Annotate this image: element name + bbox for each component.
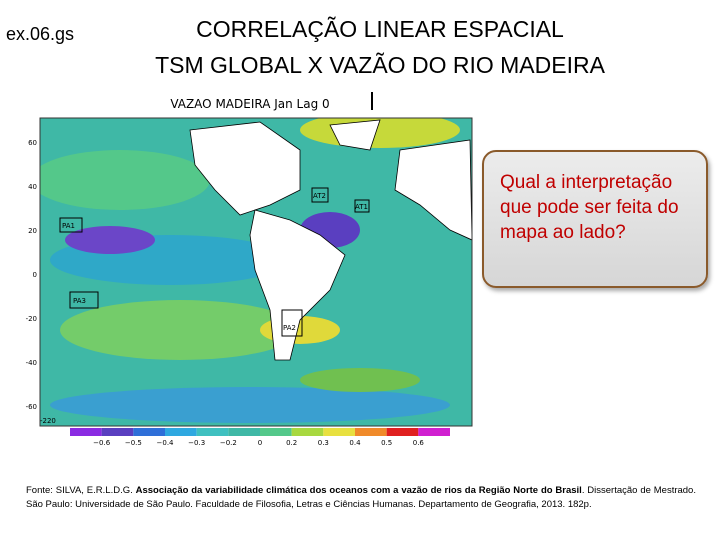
colorbar-label: 0.5 (381, 439, 392, 447)
lat-axis: 60 40 20 0 -20 -40 -60 (26, 139, 37, 411)
colorbar-swatch (386, 428, 419, 436)
lat-label: 60 (28, 139, 37, 147)
colorbar-label: −0.5 (125, 439, 142, 447)
colorbar-swatch (101, 428, 134, 436)
colorbar-swatch (133, 428, 165, 436)
colorbar-swatch (260, 428, 292, 436)
region-label: PA2 (283, 324, 296, 332)
colorbar: −0.6 −0.5 −0.4 −0.3 −0.2 0 0.2 0.3 0.4 0.5 0.6 (70, 428, 450, 447)
colorbar-label: 0.6 (413, 439, 425, 447)
colorbar-swatch (196, 428, 229, 436)
source-suffix: . Dissertação de Mestrado. São Paulo: Un… (26, 485, 696, 510)
colorbar-label: 0.2 (286, 439, 297, 447)
map-title: VAZAO MADEIRA Jan Lag 0 (170, 97, 329, 111)
lat-label: 20 (28, 227, 37, 235)
lat-label: 0 (33, 271, 37, 279)
lat-label: -60 (26, 403, 37, 411)
colorbar-swatch (355, 428, 387, 436)
colorbar-label: −0.6 (93, 439, 111, 447)
colorbar-swatch (418, 428, 450, 436)
lat-label: 40 (28, 183, 37, 191)
lat-label: -20 (26, 315, 37, 323)
colorbar-swatch (165, 428, 197, 436)
colorbar-swatch (70, 428, 102, 436)
subtitle: TSM GLOBAL X VAZÃO DO RIO MADEIRA (155, 52, 605, 78)
colorbar-label: −0.4 (157, 439, 175, 447)
colorbar-label: 0 (258, 439, 262, 447)
colorbar-label: 0.3 (318, 439, 329, 447)
colorbar-swatch (323, 428, 355, 436)
exercise-code: ex.06.gs (6, 24, 75, 44)
region-label: AT1 (355, 203, 368, 211)
lon-label: -220 (40, 417, 56, 425)
lat-label: -40 (26, 359, 37, 367)
title: CORRELAÇÃO LINEAR ESPACIAL (196, 16, 564, 42)
region-label: PA1 (62, 222, 75, 230)
colorbar-label: −0.3 (188, 439, 205, 447)
question-box: Qual a interpretação que pode ser feita … (482, 150, 708, 288)
colorbar-label: −0.2 (220, 439, 237, 447)
plot-border (39, 117, 473, 427)
source-prefix: Fonte: SILVA, E.R.L.D.G. (26, 485, 136, 496)
question-text: Qual a interpretação que pode ser feita … (500, 172, 679, 243)
source: Fonte: SILVA, E.R.L.D.G. Associação da v… (26, 484, 696, 511)
colorbar-swatch (228, 428, 260, 436)
colorbar-swatch (291, 428, 324, 436)
colorbar-label: 0.4 (349, 439, 361, 447)
map-plot (40, 118, 472, 426)
region-label: PA3 (73, 297, 86, 305)
source-title: Associação da variabilidade climática do… (135, 485, 582, 496)
region-label: AT2 (313, 192, 326, 200)
